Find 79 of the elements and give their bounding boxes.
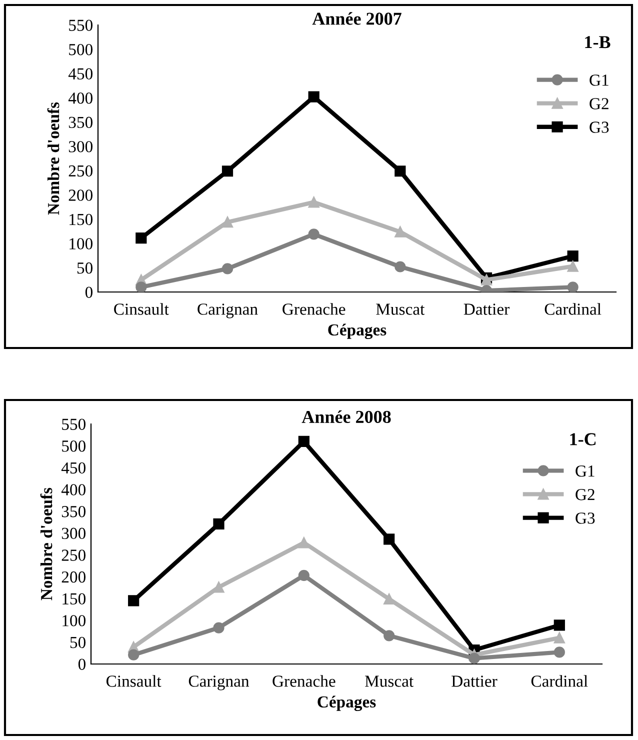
point [384,593,395,605]
x-tick-label: Carignan [198,304,258,318]
x-tick-label: Carignan [188,676,250,690]
y-tick-label: 50 [70,636,86,648]
y-tick-label: 550 [62,418,86,430]
y-tick-label: 100 [70,238,93,250]
x-tick-label: Cardinal [544,303,602,315]
x-tick-label: Cinsault [106,675,162,687]
y-tick-label: 200 [68,190,93,201]
point [554,646,565,658]
x-tick-label: Grenache [282,303,346,315]
legend-label: G3 [576,512,595,524]
point [384,534,395,545]
x-axis-title: Cépages [318,696,376,712]
y-tick-label: 450 [61,462,86,474]
x-tick-label: Grenache [272,675,336,687]
y-tick-label: 500 [69,44,93,56]
point [394,166,406,177]
x-tick-label: Muscat [365,676,414,687]
y-tick-label: 250 [62,550,86,561]
point [567,260,578,272]
legend-label: G1 [576,465,594,477]
x-tick-label: Cinsault [114,303,169,315]
y-axis-title: Nombre d'oeufs [40,488,52,600]
point [136,282,147,292]
point [308,228,320,240]
legend-label: G1 [590,74,608,86]
point [308,91,320,102]
legend-label: G3 [590,122,609,133]
y-tick-label: 550 [69,20,93,31]
y-tick-label: 200 [62,571,86,583]
legend-label: G2 [590,98,608,110]
point [222,166,234,177]
x-tick-label: Dattier [464,304,510,315]
y-tick-label: 400 [68,92,93,104]
y-tick-label: 100 [62,615,86,626]
point [298,436,310,448]
point [567,282,578,292]
y-tick-label: 150 [70,214,93,226]
y-tick-label: 300 [62,528,86,540]
point [136,232,147,244]
y-tick-label: 300 [68,141,93,152]
point [394,226,406,238]
y-tick-label: 0 [85,286,93,298]
point [128,595,140,606]
y-tick-label: 0 [78,658,86,670]
point [554,620,565,631]
legend-label: G2 [576,489,594,500]
annotation: 1-B [585,36,610,48]
point [298,570,310,581]
point [213,518,224,530]
point [222,216,234,228]
y-tick-label: 250 [68,165,93,177]
point [213,622,224,634]
point [128,649,140,660]
x-axis-title: Cépages [328,324,386,340]
x-tick-label: Cardinal [531,675,588,687]
point [213,582,224,593]
y-tick-label: 400 [61,484,86,496]
point [394,261,406,272]
point [554,632,565,644]
point [468,652,480,664]
point [308,196,320,208]
point [298,537,310,548]
chart-title: Année 2007 [312,12,402,25]
point [222,263,234,274]
y-tick-label: 500 [62,440,86,452]
y-tick-label: 450 [68,68,93,80]
x-tick-label: Dattier [452,676,498,687]
point [384,630,395,642]
y-tick-label: 350 [68,116,93,128]
annotation: 1-C [570,433,596,446]
x-tick-label: Muscat [376,304,425,315]
y-axis-title: Nombre d'oeufs [47,102,60,215]
point [567,250,578,262]
chart-title: Année 2008 [302,410,391,424]
y-tick-label: 50 [77,262,93,274]
y-tick-label: 350 [62,506,86,518]
y-tick-label: 150 [62,593,86,604]
